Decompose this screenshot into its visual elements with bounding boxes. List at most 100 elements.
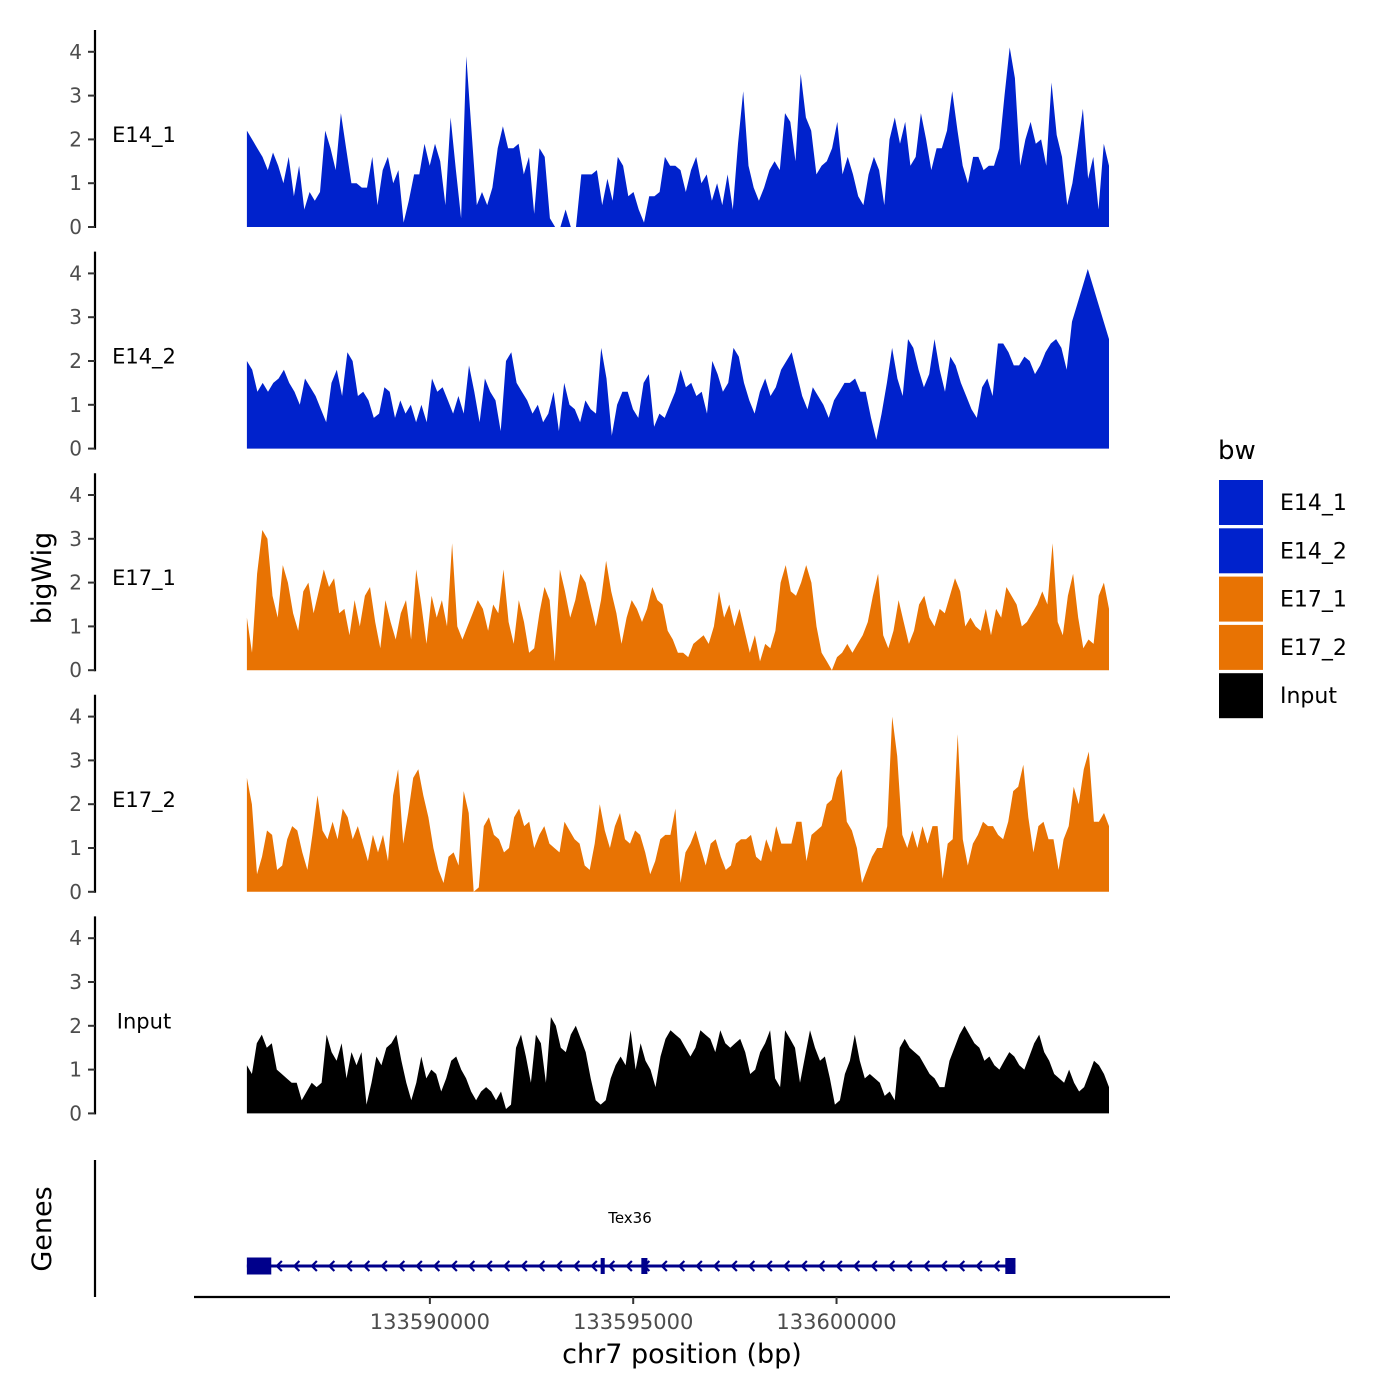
y-tick-label: 0 bbox=[69, 1101, 82, 1125]
strand-arrow bbox=[712, 1260, 721, 1272]
legend-label: E14_2 bbox=[1280, 539, 1347, 564]
x-tick-label: 133590000 bbox=[370, 1310, 490, 1334]
y-tick-label: 3 bbox=[69, 84, 82, 108]
strand-arrow bbox=[292, 1260, 301, 1272]
gene-exon bbox=[641, 1258, 648, 1274]
track-E14_2: 0 1 2 3 4 E14_2 bbox=[69, 251, 1109, 461]
y-tick-label: 2 bbox=[69, 571, 82, 595]
strand-arrow bbox=[432, 1260, 441, 1272]
legend: bw E14_1 E14_2 E17_1 E17_2 Input bbox=[1218, 436, 1347, 719]
bigwig-tracks: 0 1 2 3 4 E14_1 0 1 2 3 4 E14_2 0 1 2 3 4 E17_1 0 1 2 3 4 E17_2… bbox=[69, 30, 1109, 1125]
track-E14_1: 0 1 2 3 4 E14_1 bbox=[69, 30, 1109, 239]
y-tick-label: 4 bbox=[69, 483, 82, 507]
track-Input: 0 1 2 3 4 Input bbox=[69, 916, 1109, 1125]
strand-arrow bbox=[537, 1260, 546, 1272]
track-E17_2: 0 1 2 3 4 E17_2 bbox=[69, 694, 1109, 904]
track-label: Input bbox=[117, 1009, 171, 1033]
y-tick-label: 1 bbox=[69, 836, 82, 860]
strand-arrow bbox=[485, 1260, 493, 1272]
strand-arrow bbox=[660, 1260, 668, 1272]
y-tick-label: 2 bbox=[69, 1014, 82, 1038]
legend-title: bw bbox=[1218, 436, 1256, 466]
strand-arrow bbox=[362, 1260, 371, 1272]
legend-swatch-E14_2 bbox=[1219, 528, 1263, 574]
coverage-area-E14_2 bbox=[246, 269, 1109, 449]
gene-name-label: Tex36 bbox=[607, 1209, 652, 1227]
legend-label: E17_1 bbox=[1280, 588, 1347, 613]
y-tick-label: 2 bbox=[69, 127, 82, 151]
y-tick-label: 4 bbox=[69, 261, 82, 285]
strand-arrow bbox=[327, 1260, 336, 1272]
legend-swatch-E17_1 bbox=[1219, 576, 1263, 622]
strand-arrow bbox=[975, 1260, 983, 1272]
y-tick-label: 2 bbox=[69, 349, 82, 373]
track-label: E17_1 bbox=[112, 566, 176, 591]
y-tick-label: 4 bbox=[69, 705, 82, 729]
coverage-area-E17_1 bbox=[246, 530, 1109, 671]
legend-swatch-E17_2 bbox=[1219, 624, 1263, 670]
track-label: E14_1 bbox=[112, 123, 176, 148]
y-tick-label: 0 bbox=[69, 658, 82, 682]
strand-arrow bbox=[275, 1260, 283, 1272]
y-tick-label: 0 bbox=[69, 880, 82, 904]
x-axis-title: chr7 position (bp) bbox=[562, 1339, 802, 1370]
y-tick-label: 3 bbox=[69, 970, 82, 994]
track-E17_1: 0 1 2 3 4 E17_1 bbox=[69, 473, 1109, 682]
strand-arrow bbox=[590, 1260, 598, 1272]
legend-swatch-E14_1 bbox=[1219, 480, 1263, 525]
strand-arrow bbox=[467, 1260, 476, 1272]
strand-arrow bbox=[730, 1260, 738, 1272]
gene-exon bbox=[246, 1257, 272, 1275]
y-tick-label: 1 bbox=[69, 1058, 82, 1082]
strand-arrow bbox=[502, 1260, 511, 1272]
strand-arrow bbox=[992, 1260, 1001, 1272]
legend-label: E17_2 bbox=[1280, 636, 1347, 661]
strand-arrow bbox=[695, 1260, 703, 1272]
y-axis-title: bigWig bbox=[27, 532, 58, 625]
y-tick-label: 1 bbox=[69, 614, 82, 638]
x-tick-label: 133600000 bbox=[776, 1310, 896, 1334]
strand-arrow bbox=[415, 1260, 423, 1272]
strand-arrow bbox=[397, 1260, 406, 1272]
strand-arrow bbox=[625, 1260, 633, 1272]
y-tick-label: 4 bbox=[69, 40, 82, 64]
x-tick-label: 133595000 bbox=[573, 1310, 693, 1334]
strand-arrow bbox=[922, 1260, 931, 1272]
coverage-area-E17_2 bbox=[246, 716, 1109, 892]
strand-arrow bbox=[817, 1260, 826, 1272]
gene-exon bbox=[600, 1258, 605, 1274]
y-tick-label: 3 bbox=[69, 305, 82, 329]
strand-arrow bbox=[940, 1260, 948, 1272]
y-tick-label: 0 bbox=[69, 437, 82, 461]
strand-arrow bbox=[520, 1260, 528, 1272]
legend-label: Input bbox=[1280, 684, 1337, 709]
y-tick-label: 3 bbox=[69, 527, 82, 551]
strand-arrow bbox=[870, 1260, 878, 1272]
strand-arrow bbox=[835, 1260, 843, 1272]
coverage-area-E14_1 bbox=[246, 47, 1109, 228]
strand-arrow bbox=[345, 1260, 353, 1272]
strand-arrow bbox=[957, 1260, 966, 1272]
strand-arrow bbox=[607, 1260, 616, 1272]
y-tick-label: 1 bbox=[69, 393, 82, 417]
strand-arrow bbox=[747, 1260, 756, 1272]
x-axis: 133590000 133595000 133600000 chr7 positio… bbox=[194, 1295, 1170, 1370]
y-tick-label: 0 bbox=[69, 215, 82, 239]
strand-arrow bbox=[572, 1260, 581, 1272]
strand-arrow bbox=[852, 1260, 861, 1272]
track-label: E14_2 bbox=[112, 345, 176, 370]
legend-swatch-Input bbox=[1219, 673, 1263, 719]
strand-arrow bbox=[765, 1260, 773, 1272]
y-tick-label: 3 bbox=[69, 748, 82, 772]
strand-arrow bbox=[800, 1260, 808, 1272]
gene-exon bbox=[1005, 1258, 1016, 1274]
strand-arrow bbox=[782, 1260, 791, 1272]
strand-arrow bbox=[905, 1260, 913, 1272]
strand-arrow bbox=[555, 1260, 563, 1272]
coverage-area-Input bbox=[246, 1017, 1109, 1114]
strand-arrow bbox=[380, 1260, 388, 1272]
y-tick-label: 1 bbox=[69, 171, 82, 195]
track-label: E17_2 bbox=[112, 788, 176, 813]
gene-track: Genes Tex36 bbox=[27, 1160, 1016, 1297]
